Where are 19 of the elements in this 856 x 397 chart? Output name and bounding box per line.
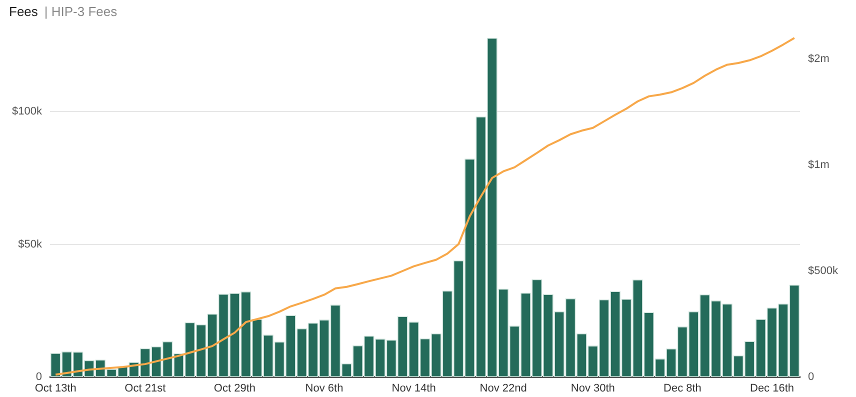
y2-tick-label: 0	[808, 371, 814, 383]
x-tick-label: Nov 22nd	[480, 382, 527, 394]
chart-subtitle: | HIP-3 Fees	[44, 4, 118, 19]
x-tick-label: Nov 14th	[392, 382, 436, 394]
x-tick-label: Oct 21st	[124, 382, 166, 394]
y2-tick-label: $1m	[808, 158, 830, 171]
x-tick-label: Oct 13th	[34, 382, 76, 394]
x-tick-label: Dec 16th	[750, 382, 794, 394]
x-tick-label: Oct 29th	[214, 382, 256, 394]
x-tick-label: Dec 8th	[664, 382, 702, 394]
x-tick-label: Nov 30th	[570, 382, 615, 394]
line-series	[54, 37, 796, 376]
y-tick-label: 0	[36, 371, 42, 383]
y-tick-label: $50k	[18, 238, 42, 250]
y-tick-label: $100k	[12, 106, 42, 118]
x-tick-label: Nov 6th	[305, 382, 344, 394]
y2-tick-label: $2m	[808, 52, 830, 65]
chart-title: Fees	[9, 4, 38, 19]
y2-tick-label: $500k	[808, 264, 838, 277]
